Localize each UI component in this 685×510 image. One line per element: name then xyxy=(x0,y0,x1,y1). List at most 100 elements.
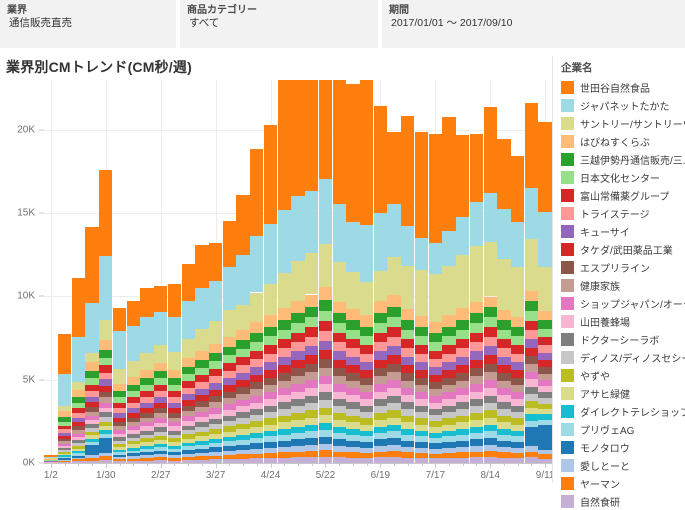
bar-segment[interactable] xyxy=(71,422,85,427)
bar-segment[interactable] xyxy=(99,319,113,340)
bar-segment[interactable] xyxy=(195,448,209,453)
bar-segment[interactable] xyxy=(126,361,140,378)
bar-segment[interactable] xyxy=(71,426,85,431)
bar-segment[interactable] xyxy=(99,385,113,392)
bar-segment[interactable] xyxy=(511,345,525,354)
bar-segment[interactable] xyxy=(373,376,388,385)
bar-segment[interactable] xyxy=(154,427,168,432)
bar-segment[interactable] xyxy=(428,458,442,463)
bar-segment[interactable] xyxy=(99,372,113,380)
bar-segment[interactable] xyxy=(387,336,401,347)
bar-segment[interactable] xyxy=(456,339,470,349)
bar-segment[interactable] xyxy=(291,333,305,343)
bar-segment[interactable] xyxy=(538,310,552,320)
bar-segment[interactable] xyxy=(401,373,415,381)
bar-segment[interactable] xyxy=(414,336,429,346)
stacked-bar[interactable] xyxy=(154,285,168,463)
bar-segment[interactable] xyxy=(373,313,388,324)
bar-segment[interactable] xyxy=(112,402,127,409)
bar-segment[interactable] xyxy=(497,402,511,410)
bar-segment[interactable] xyxy=(483,336,497,347)
bar-segment[interactable] xyxy=(291,413,305,420)
bar-segment[interactable] xyxy=(208,383,223,391)
legend-item[interactable]: ディノス/ディノスセシール xyxy=(553,348,685,366)
bar-segment[interactable] xyxy=(291,419,305,427)
bar-segment[interactable] xyxy=(511,362,525,371)
bar-segment[interactable] xyxy=(373,457,388,463)
stacked-bar[interactable] xyxy=(305,80,319,463)
bar-segment[interactable] xyxy=(373,351,388,361)
stacked-bar[interactable] xyxy=(346,84,360,463)
bar-segment[interactable] xyxy=(140,402,154,408)
bar-segment[interactable] xyxy=(263,424,278,431)
bar-segment[interactable] xyxy=(469,202,484,246)
bar-segment[interactable] xyxy=(414,418,429,425)
bar-segment[interactable] xyxy=(318,359,333,368)
bar-segment[interactable] xyxy=(401,226,415,267)
bar-segment[interactable] xyxy=(85,435,99,439)
bar-segment[interactable] xyxy=(167,351,182,371)
bar-segment[interactable] xyxy=(373,106,388,213)
bar-segment[interactable] xyxy=(401,457,415,463)
bar-segment[interactable] xyxy=(456,388,470,396)
bar-segment[interactable] xyxy=(511,442,525,448)
bar-segment[interactable] xyxy=(483,380,497,388)
bar-segment[interactable] xyxy=(99,459,113,463)
bar-segment[interactable] xyxy=(332,342,346,352)
bar-segment[interactable] xyxy=(428,453,442,459)
bar-segment[interactable] xyxy=(71,440,85,444)
bar-segment[interactable] xyxy=(511,317,525,327)
bar-segment[interactable] xyxy=(291,368,305,377)
bar-segment[interactable] xyxy=(57,441,72,444)
bar-segment[interactable] xyxy=(483,306,497,318)
bar-segment[interactable] xyxy=(112,454,127,458)
bar-segment[interactable] xyxy=(483,410,497,418)
bar-segment[interactable] xyxy=(346,434,360,441)
bar-segment[interactable] xyxy=(154,460,168,463)
legend-item[interactable]: キューサイ xyxy=(553,222,685,240)
bar-segment[interactable] xyxy=(414,424,429,431)
bar-segment[interactable] xyxy=(346,373,360,381)
bar-segment[interactable] xyxy=(140,422,154,427)
bar-segment[interactable] xyxy=(222,337,236,347)
bar-segment[interactable] xyxy=(195,444,209,449)
bar-segment[interactable] xyxy=(538,419,552,425)
bar-segment[interactable] xyxy=(346,422,360,429)
bar-segment[interactable] xyxy=(359,442,374,448)
bar-segment[interactable] xyxy=(250,458,264,463)
bar-segment[interactable] xyxy=(483,296,497,307)
bar-segment[interactable] xyxy=(195,422,209,428)
bar-segment[interactable] xyxy=(71,436,85,441)
bar-segment[interactable] xyxy=(305,431,319,439)
bar-segment[interactable] xyxy=(524,187,539,240)
bar-segment[interactable] xyxy=(99,421,113,426)
stacked-bar[interactable] xyxy=(126,301,140,463)
bar-segment[interactable] xyxy=(222,378,236,386)
bar-segment[interactable] xyxy=(71,459,85,462)
bar-segment[interactable] xyxy=(305,410,319,418)
bar-segment[interactable] xyxy=(195,452,209,457)
bar-segment[interactable] xyxy=(44,456,58,459)
bar-segment[interactable] xyxy=(57,448,72,451)
bar-segment[interactable] xyxy=(469,413,484,420)
bar-segment[interactable] xyxy=(236,387,250,394)
bar-segment[interactable] xyxy=(456,440,470,447)
bar-segment[interactable] xyxy=(154,457,168,461)
bar-segment[interactable] xyxy=(85,411,99,417)
bar-segment[interactable] xyxy=(99,256,113,320)
bar-segment[interactable] xyxy=(250,443,264,449)
bar-segment[interactable] xyxy=(277,395,291,403)
bar-segment[interactable] xyxy=(524,393,539,401)
bar-segment[interactable] xyxy=(332,433,346,440)
bar-segment[interactable] xyxy=(442,418,456,425)
bar-segment[interactable] xyxy=(442,117,456,231)
bar-segment[interactable] xyxy=(112,433,127,438)
bar-segment[interactable] xyxy=(181,366,195,375)
bar-segment[interactable] xyxy=(291,433,305,440)
bar-segment[interactable] xyxy=(291,360,305,369)
bar-segment[interactable] xyxy=(57,425,72,430)
bar-segment[interactable] xyxy=(401,434,415,441)
bar-segment[interactable] xyxy=(208,390,223,397)
bar-segment[interactable] xyxy=(497,320,511,330)
bar-segment[interactable] xyxy=(442,436,456,443)
